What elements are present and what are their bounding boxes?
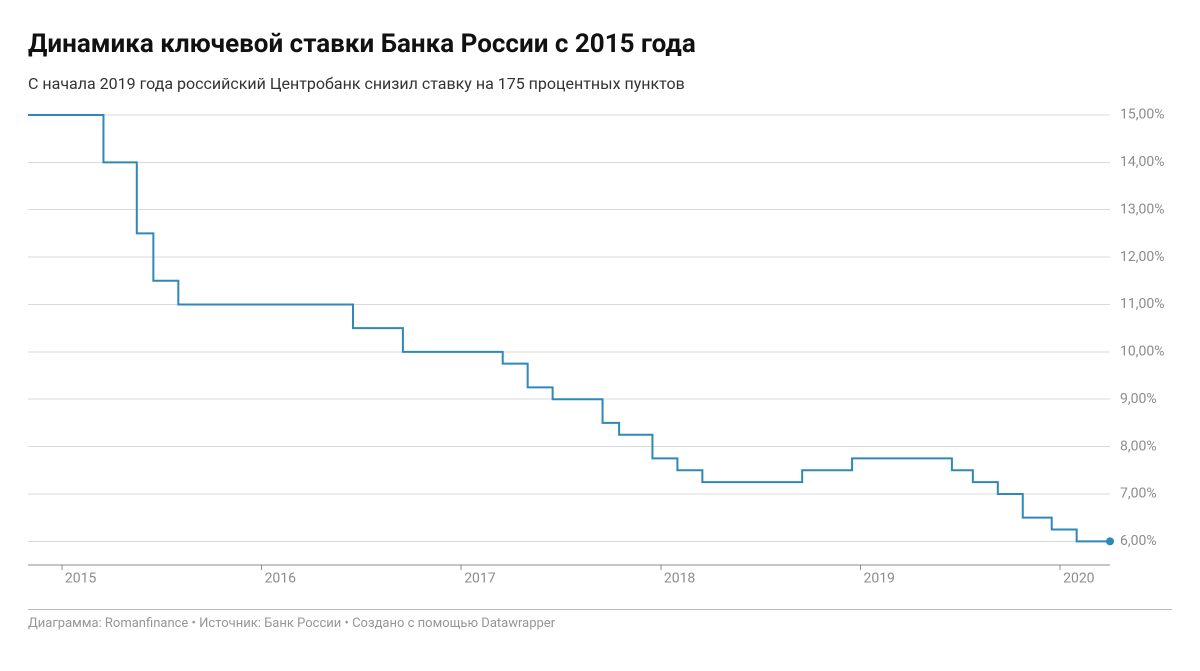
rate-line: [28, 115, 1110, 541]
y-tick-label: 10,00%: [1120, 343, 1164, 359]
x-tick-label: 2018: [664, 570, 696, 586]
chart-container: 6,00% 7,00% 8,00% 9,00% 10,00% 11,00% 12,00% 13…: [28, 105, 1172, 605]
x-tick-label: 2017: [464, 570, 496, 586]
y-tick-label: 8,00%: [1120, 438, 1157, 454]
x-tick-label: 2020: [1063, 570, 1095, 586]
y-tick-label: 7,00%: [1120, 486, 1157, 502]
y-tick-label: 11,00%: [1120, 296, 1164, 312]
chart-subtitle: С начала 2019 года российский Центробанк…: [28, 73, 1172, 95]
x-tick-label: 2019: [863, 570, 894, 586]
x-tick-label: 2016: [265, 570, 297, 586]
y-tick-label: 15,00%: [1120, 107, 1164, 123]
end-marker: [1106, 537, 1114, 545]
chart-footer: Диаграмма: Romanfinance • Источник: Банк…: [28, 609, 1172, 631]
y-tick-label: 14,00%: [1120, 154, 1164, 170]
x-tick-label: 2015: [65, 570, 97, 586]
rate-chart: 6,00% 7,00% 8,00% 9,00% 10,00% 11,00% 12,00% 13…: [28, 105, 1172, 605]
y-tick-label: 9,00%: [1120, 391, 1157, 407]
y-tick-label: 13,00%: [1120, 201, 1164, 217]
y-tick-label: 12,00%: [1120, 249, 1164, 265]
y-tick-label: 6,00%: [1120, 533, 1157, 549]
chart-title: Динамика ключевой ставки Банка России с …: [28, 28, 1172, 61]
